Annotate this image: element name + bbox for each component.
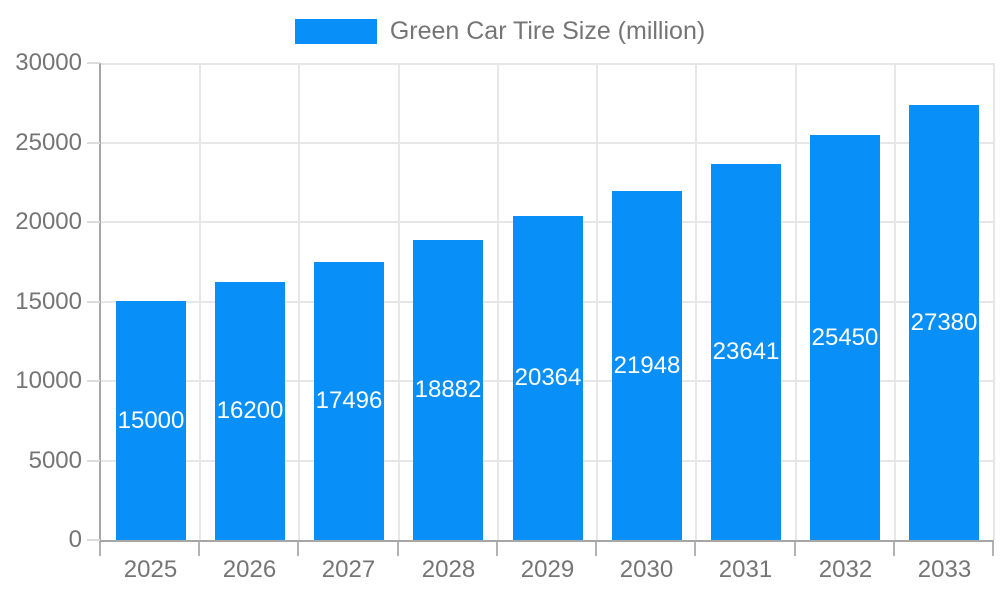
y-tick-label: 5000 <box>28 447 82 474</box>
bar-value-label: 18882 <box>414 376 482 403</box>
v-gridline <box>298 63 300 540</box>
y-tick-label: 10000 <box>15 367 82 394</box>
y-tick-mark <box>87 380 100 382</box>
bar: 16200 <box>215 282 285 540</box>
y-tick-mark <box>87 142 100 144</box>
bar: 21948 <box>612 191 682 540</box>
v-gridline <box>695 63 697 540</box>
h-gridline <box>101 63 994 65</box>
v-gridline <box>596 63 598 540</box>
x-tick-label: 2032 <box>818 556 873 583</box>
x-tick-label: 2030 <box>619 556 674 583</box>
y-tick-label: 15000 <box>15 288 82 315</box>
x-tick-mark <box>99 542 101 556</box>
x-tick-mark <box>496 542 498 556</box>
bar-value-label: 15000 <box>117 406 185 434</box>
y-tick-mark <box>87 460 100 462</box>
bar: 17496 <box>314 262 384 540</box>
bar: 18882 <box>413 240 483 540</box>
bar: 20364 <box>513 216 583 540</box>
x-tick-label: 2028 <box>421 556 476 583</box>
bar-value-label: 16200 <box>216 397 284 424</box>
bar-value-label: 21948 <box>613 351 681 379</box>
x-tick-mark <box>893 542 895 556</box>
y-tick-mark <box>87 62 100 64</box>
y-tick-label: 20000 <box>15 208 82 235</box>
h-gridline <box>101 141 994 144</box>
bar-value-label: 17496 <box>315 387 383 414</box>
legend: Green Car Tire Size (million) <box>0 17 1000 46</box>
bar: 23641 <box>711 164 781 540</box>
x-tick-mark <box>992 542 994 556</box>
x-tick-mark <box>595 542 597 556</box>
plot-area: 15000 16200 17496 18882 20364 21948 23641 25450… <box>99 63 995 542</box>
v-gridline <box>398 63 400 540</box>
y-tick-mark <box>87 221 100 223</box>
bar: 15000 <box>116 301 186 540</box>
x-tick-mark <box>297 542 299 556</box>
x-tick-mark <box>794 542 796 556</box>
y-tick-mark <box>87 539 100 541</box>
legend-swatch-icon <box>294 19 377 44</box>
x-tick-label: 2025 <box>123 556 178 583</box>
v-gridline <box>199 63 201 540</box>
bar-value-label: 20364 <box>514 364 582 391</box>
y-tick-mark <box>87 301 100 303</box>
x-tick-label: 2029 <box>520 556 575 583</box>
x-tick-label: 2033 <box>917 556 972 583</box>
x-tick-mark <box>198 542 200 556</box>
legend-label: Green Car Tire Size (million) <box>389 17 706 45</box>
bar: 27380 <box>909 105 979 540</box>
y-tick-label: 25000 <box>15 129 82 156</box>
x-tick-label: 2026 <box>222 556 277 583</box>
x-tick-mark <box>694 542 696 556</box>
x-tick-label: 2027 <box>321 556 376 583</box>
v-gridline <box>993 63 995 540</box>
bar-value-label: 25450 <box>811 323 879 351</box>
x-tick-mark <box>397 542 399 556</box>
v-gridline <box>497 63 499 540</box>
y-tick-label: 0 <box>68 526 82 553</box>
bar-value-label: 27380 <box>910 308 978 336</box>
v-gridline <box>894 63 896 540</box>
bar: 25450 <box>810 135 880 540</box>
y-tick-label: 30000 <box>15 49 82 76</box>
v-gridline <box>795 63 797 540</box>
x-tick-label: 2031 <box>718 556 773 583</box>
bar-value-label: 23641 <box>712 338 780 365</box>
